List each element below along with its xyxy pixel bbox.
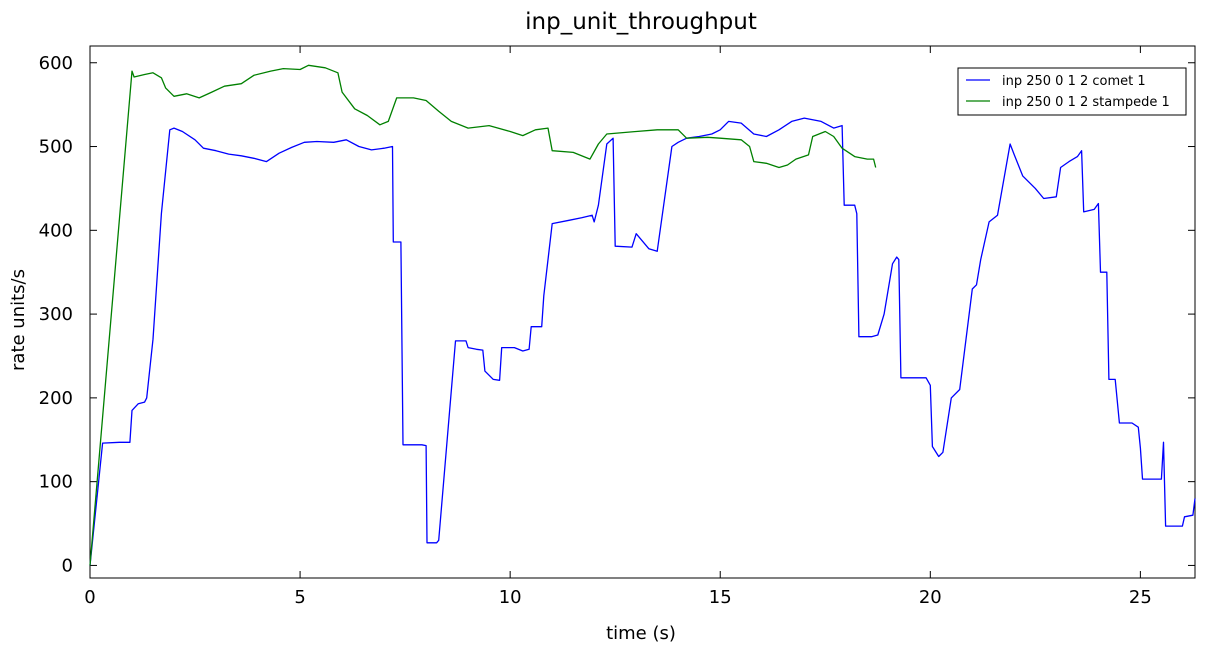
x-tick-label: 0 [84, 587, 95, 608]
x-tick-label: 5 [294, 587, 305, 608]
y-axis-label: rate units/s [8, 269, 29, 371]
x-tick-label: 10 [499, 587, 522, 608]
y-tick-label: 400 [39, 220, 73, 241]
chart-title: inp_unit_throughput [525, 9, 757, 35]
series-line-comet [89, 117, 1196, 566]
legend: inp 250 0 1 2 comet 1 inp 250 0 1 2 stamp… [957, 67, 1187, 116]
y-tick-label: 200 [39, 388, 73, 409]
x-tick-label: 15 [709, 587, 732, 608]
y-tick-label: 100 [39, 472, 73, 493]
y-tick-label: 300 [39, 304, 73, 325]
legend-entry: inp 250 0 1 2 stampede 1 [1002, 95, 1170, 110]
plot-frame [89, 45, 1196, 579]
x-tick-label: 25 [1129, 587, 1152, 608]
y-tick-label: 600 [39, 53, 73, 74]
ticks-layer: 0 5 10 15 20 25 0 100 200 300 400 500 600 [39, 46, 1195, 608]
series-layer [89, 64, 1196, 566]
x-tick-label: 20 [919, 587, 942, 608]
y-tick-label: 500 [39, 137, 73, 158]
legend-box [957, 67, 1187, 116]
legend-entry: inp 250 0 1 2 comet 1 [1002, 74, 1146, 89]
series-line-stampede [89, 64, 877, 566]
x-axis-label: time (s) [606, 623, 676, 644]
y-tick-label: 0 [62, 555, 73, 576]
